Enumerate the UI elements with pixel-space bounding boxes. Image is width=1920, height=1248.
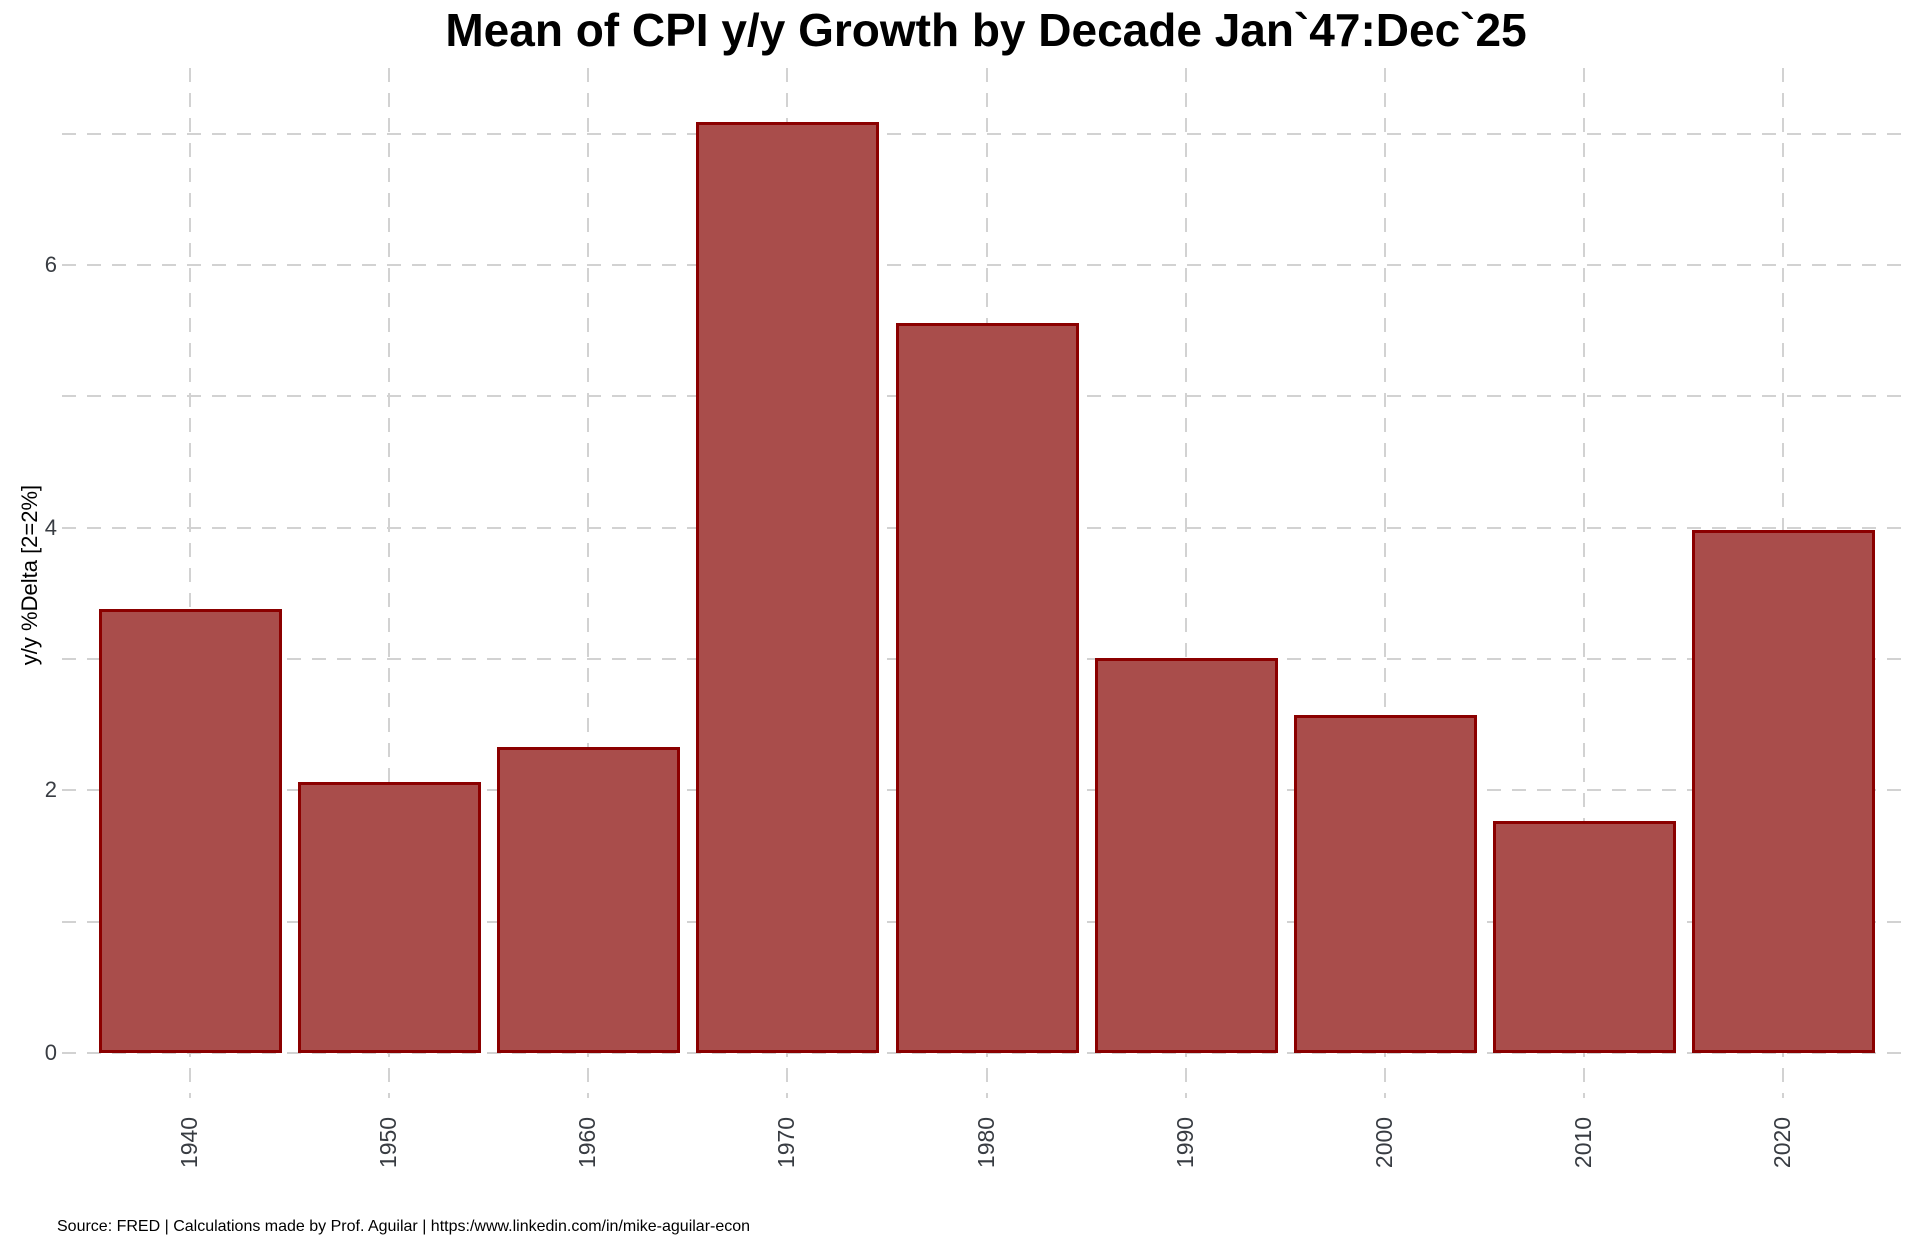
x-tick-1940: 1940 [130, 1104, 250, 1180]
x-tick-1990: 1990 [1126, 1104, 1246, 1180]
x-tick-label: 1990 [1172, 1116, 1199, 1168]
x-tick-label: 1980 [973, 1116, 1000, 1168]
bar-1970 [696, 122, 879, 1053]
bar-1960 [497, 747, 680, 1053]
x-tick-1950: 1950 [329, 1104, 449, 1180]
v-gridline-1960 [587, 68, 589, 1098]
y-tick-2: 2 [44, 777, 57, 802]
bar-2010 [1493, 821, 1676, 1053]
bar-2000 [1294, 715, 1477, 1053]
x-tick-2020: 2020 [1723, 1104, 1843, 1180]
x-tick-label: 1950 [375, 1116, 402, 1168]
y-tick-0: 0 [44, 1040, 57, 1065]
x-tick-1980: 1980 [927, 1104, 1047, 1180]
y-tick-4: 4 [44, 515, 57, 540]
bar-1950 [298, 782, 481, 1053]
x-tick-label: 1970 [773, 1116, 800, 1168]
x-tick-1960: 1960 [528, 1104, 648, 1180]
bar-2020 [1692, 530, 1875, 1053]
x-tick-label: 1960 [574, 1116, 601, 1168]
x-tick-label: 2020 [1769, 1116, 1796, 1168]
bar-1990 [1095, 658, 1278, 1053]
v-gridline-2010 [1583, 68, 1585, 1098]
chart-title: Mean of CPI y/y Growth by Decade Jan`47:… [445, 4, 1527, 56]
x-tick-2000: 2000 [1325, 1104, 1445, 1180]
x-tick-1970: 1970 [727, 1104, 847, 1180]
v-gridline-1940 [189, 68, 191, 1098]
v-gridline-1990 [1185, 68, 1187, 1098]
bar-1940 [99, 609, 282, 1053]
x-tick-2010: 2010 [1524, 1104, 1644, 1180]
v-gridline-2000 [1384, 68, 1386, 1098]
y-axis-title-text: y/y %Delta [2=2%] [17, 484, 42, 666]
x-tick-label: 2000 [1371, 1116, 1398, 1168]
y-tick-6: 6 [44, 252, 57, 277]
v-gridline-1950 [388, 68, 390, 1098]
source-attribution: Source: FRED | Calculations made by Prof… [57, 1218, 751, 1235]
x-tick-label: 1940 [176, 1116, 203, 1168]
bar-1980 [896, 323, 1079, 1053]
x-tick-label: 2010 [1570, 1116, 1597, 1168]
